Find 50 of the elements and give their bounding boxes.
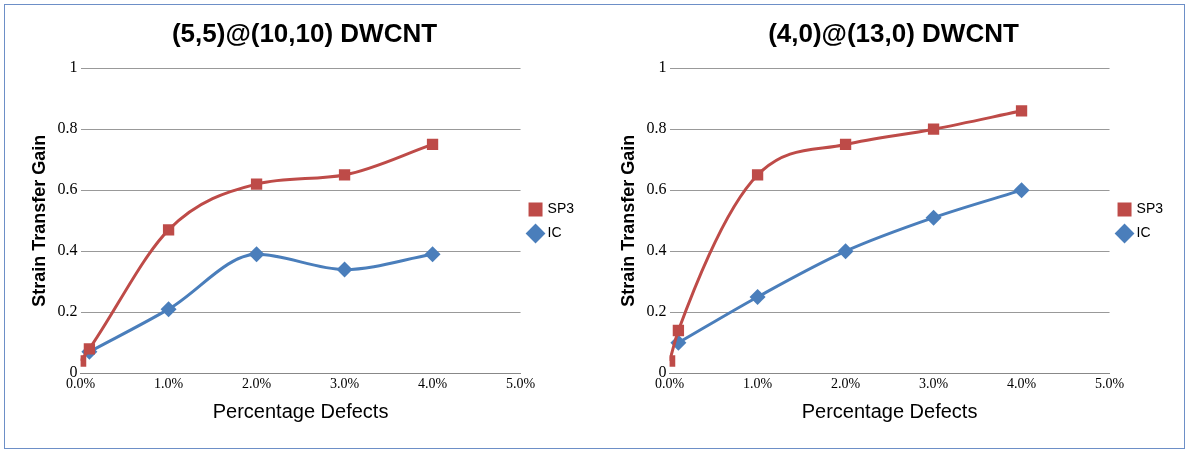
- x-tick-label: 1.0%: [743, 376, 773, 392]
- y-tick-label: 0.2: [57, 302, 78, 320]
- point: [837, 243, 854, 260]
- legend-label: SP3: [1136, 200, 1164, 217]
- y-tick-label: 0.2: [646, 302, 667, 320]
- y-tick-label: 0.4: [646, 241, 667, 259]
- y-axis-title: Strain Transfer Gain: [28, 134, 49, 307]
- point: [160, 301, 177, 318]
- point: [336, 261, 353, 278]
- point: [925, 209, 942, 226]
- point: [83, 343, 96, 355]
- x-tick-label: 0.0%: [655, 376, 685, 392]
- point: [248, 246, 265, 263]
- chart-title: (5,5)@(10,10) DWCNT: [171, 17, 438, 48]
- y-tick-label: 0.6: [646, 180, 667, 198]
- point: [749, 288, 766, 305]
- point: [338, 169, 351, 181]
- legend-label: IC: [547, 224, 562, 241]
- y-tick-label: 0.4: [57, 241, 78, 259]
- point: [424, 246, 441, 263]
- chart-title: (4,0)@(13,0) DWCNT: [768, 17, 1019, 48]
- y-tick-label: 0.8: [646, 119, 667, 137]
- legend-label: IC: [1136, 224, 1151, 241]
- x-tick-label: 1.0%: [154, 376, 184, 392]
- x-tick-label: 5.0%: [505, 376, 536, 392]
- x-axis-title: Percentage Defects: [801, 399, 978, 422]
- x-tick-label: 0.0%: [66, 376, 96, 392]
- x-tick-label: 5.0%: [1094, 376, 1125, 392]
- point: [672, 324, 685, 337]
- y-axis-title: Strain Transfer Gain: [617, 134, 638, 307]
- point: [1013, 182, 1030, 199]
- x-tick-label: 4.0%: [417, 376, 448, 392]
- x-tick-label: 3.0%: [329, 376, 360, 392]
- point: [1015, 105, 1028, 117]
- point: [839, 138, 852, 151]
- x-tick-label: 3.0%: [918, 376, 949, 392]
- x-tick-label: 2.0%: [241, 376, 272, 392]
- legend-label: SP3: [547, 200, 575, 217]
- point: [426, 138, 439, 151]
- x-axis-title: Percentage Defects: [212, 399, 389, 422]
- y-tick-label: 1: [69, 58, 78, 76]
- point: [751, 169, 764, 181]
- point: [162, 224, 175, 236]
- y-tick-label: 1: [658, 58, 667, 76]
- point: [250, 178, 263, 190]
- x-tick-label: 2.0%: [830, 376, 861, 392]
- y-tick-label: 0.6: [57, 180, 78, 198]
- y-tick-label: 0.8: [57, 119, 78, 137]
- x-tick-label: 4.0%: [1006, 376, 1037, 392]
- point: [927, 123, 940, 135]
